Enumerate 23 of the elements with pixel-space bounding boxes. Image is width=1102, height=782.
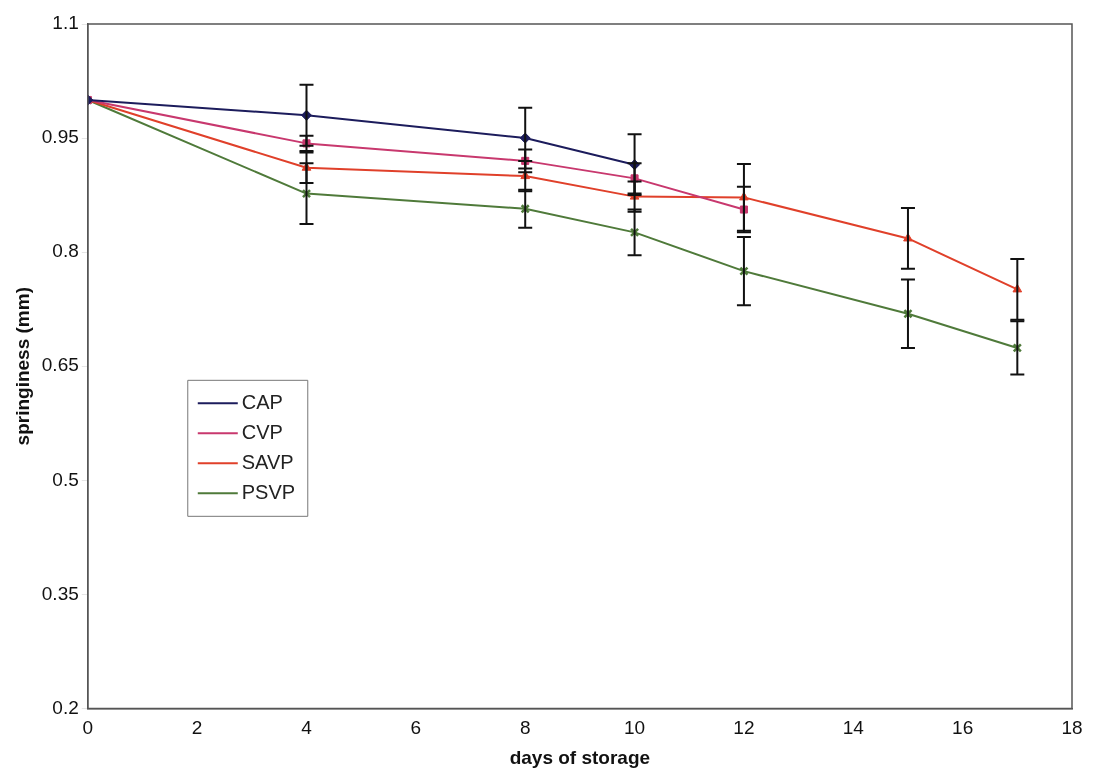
x-tick-label: 14 [842, 717, 865, 739]
y-tick-label: 0.65 [41, 354, 79, 376]
x-axis-title: days of storage [509, 746, 651, 768]
x-tick-label: 16 [952, 717, 974, 739]
y-tick-label: 0.35 [41, 582, 79, 604]
legend-label: PSVP [241, 480, 296, 503]
legend-label: SAVP [241, 450, 294, 473]
y-tick-label: 0.95 [41, 126, 79, 148]
x-tick-label: 18 [1061, 717, 1083, 739]
x-tick-label: 8 [519, 717, 531, 739]
y-tick-label: 0.2 [52, 696, 79, 718]
x-tick-label: 2 [191, 717, 203, 739]
x-tick-label: 10 [624, 717, 646, 739]
legend-label: CVP [241, 420, 283, 443]
y-tick-label: 0.8 [52, 240, 79, 262]
legend-label: CAP [241, 390, 283, 413]
x-tick-label: 6 [410, 717, 422, 739]
y-axis-title: springiness (mm) [11, 287, 33, 446]
y-tick-label: 1.1 [52, 12, 79, 34]
y-tick-label: 0.5 [52, 468, 79, 490]
x-tick-label: 12 [733, 717, 755, 739]
x-tick-label: 4 [301, 717, 313, 739]
x-tick-label: 0 [82, 717, 94, 739]
